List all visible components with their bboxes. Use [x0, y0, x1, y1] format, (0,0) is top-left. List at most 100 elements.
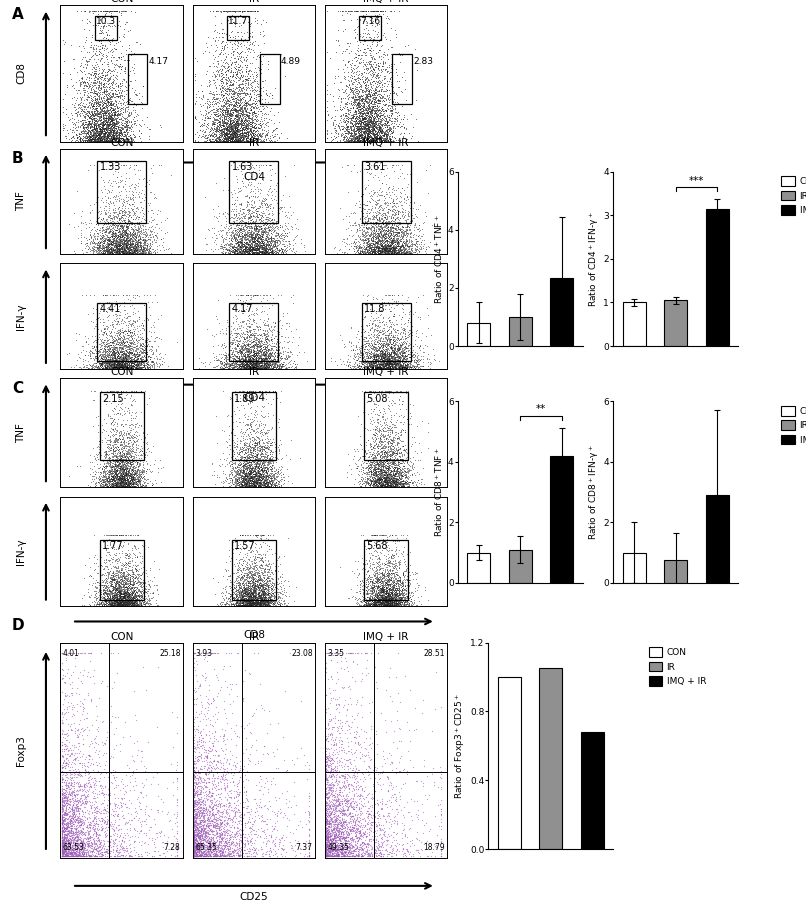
Point [131, 239, 144, 253]
Point [106, 472, 119, 487]
Point [246, 322, 259, 337]
Point [113, 241, 126, 255]
Point [114, 218, 127, 233]
Point [359, 233, 372, 248]
Point [133, 243, 146, 258]
Point [73, 814, 85, 829]
Point [370, 361, 383, 375]
Point [379, 599, 392, 613]
Point [234, 596, 247, 610]
Point [368, 70, 381, 84]
Point [239, 474, 252, 488]
Point [243, 598, 256, 612]
Point [333, 838, 346, 853]
Point [88, 241, 101, 256]
Point [382, 586, 395, 600]
Point [115, 241, 128, 255]
Point [225, 465, 238, 479]
Point [197, 751, 210, 766]
Point [222, 470, 235, 485]
Point [231, 246, 244, 261]
Point [141, 238, 154, 252]
Point [64, 759, 77, 774]
Point [62, 778, 75, 793]
Point [96, 185, 109, 199]
Point [100, 470, 113, 485]
Point [338, 813, 351, 828]
Point [266, 235, 279, 250]
Point [235, 227, 247, 241]
Point [371, 122, 384, 137]
Point [136, 586, 149, 600]
Point [238, 572, 251, 587]
Point [98, 85, 111, 100]
Point [253, 528, 266, 543]
Point [118, 462, 131, 476]
Point [358, 735, 371, 750]
Point [231, 134, 243, 149]
Point [385, 219, 398, 234]
Point [256, 92, 268, 106]
Point [365, 815, 378, 830]
Point [239, 584, 251, 599]
Point [123, 474, 135, 488]
Point [139, 244, 152, 259]
Point [384, 101, 397, 116]
Point [210, 848, 223, 863]
Point [380, 592, 393, 607]
Point [106, 134, 118, 149]
Point [110, 583, 123, 598]
Point [128, 244, 141, 259]
Point [373, 594, 386, 609]
Point [57, 805, 70, 820]
Point [100, 110, 113, 125]
Point [216, 108, 229, 123]
Point [250, 110, 263, 125]
Point [253, 198, 266, 213]
Point [188, 839, 201, 854]
Point [233, 822, 246, 836]
Point [92, 352, 105, 366]
Point [380, 543, 393, 557]
Point [104, 234, 117, 249]
Point [383, 309, 396, 324]
Point [67, 848, 80, 863]
Point [238, 586, 251, 600]
Point [247, 590, 260, 605]
Point [380, 126, 393, 140]
Point [58, 844, 71, 858]
Point [372, 42, 385, 57]
Point [132, 354, 145, 369]
Point [364, 227, 376, 241]
Point [380, 334, 393, 349]
Point [216, 838, 229, 853]
Point [373, 467, 386, 482]
Point [356, 55, 369, 70]
Point [95, 356, 108, 371]
Point [266, 341, 279, 355]
Point [114, 447, 127, 462]
Point [239, 342, 252, 357]
Point [248, 435, 261, 450]
Point [243, 590, 256, 605]
Point [231, 353, 244, 368]
Point [119, 547, 132, 562]
Point [380, 230, 393, 244]
Point [264, 130, 276, 145]
Point [98, 845, 110, 859]
Point [82, 569, 95, 584]
Point [126, 384, 139, 398]
Point [82, 44, 95, 59]
Point [359, 45, 372, 60]
Point [82, 131, 95, 146]
Point [56, 119, 69, 134]
Point [272, 347, 285, 362]
Point [105, 237, 118, 252]
Point [97, 350, 110, 364]
Point [387, 431, 400, 446]
Point [81, 764, 94, 778]
Point [384, 339, 397, 353]
Point [382, 242, 395, 257]
Point [264, 477, 276, 492]
Point [241, 582, 254, 597]
